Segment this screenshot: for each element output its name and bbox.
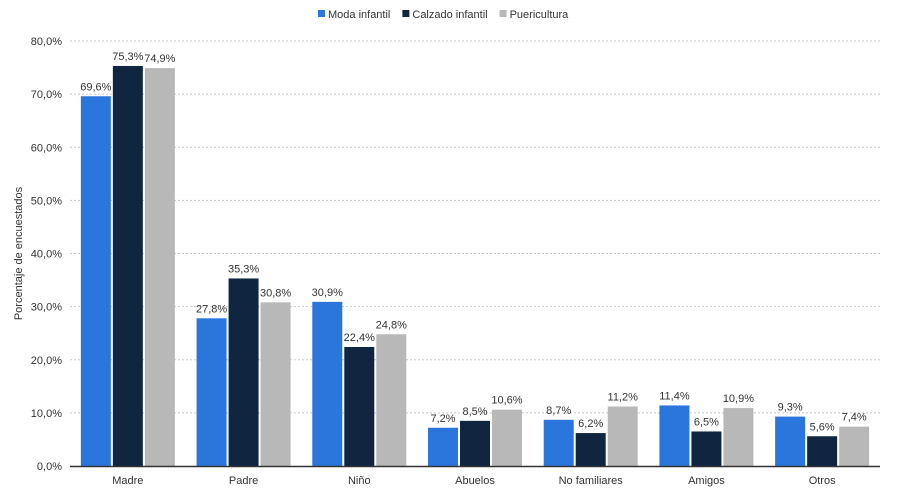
data-label: 30,8% (260, 287, 291, 299)
x-tick-label: Abuelos (455, 475, 495, 487)
data-label: 7,2% (430, 413, 455, 425)
y-tick-label: 0,0% (37, 461, 62, 473)
bar-puericultura (260, 302, 291, 466)
x-tick-label: Niño (348, 475, 371, 487)
y-axis-label: Porcentaje de encuestados (13, 186, 25, 320)
x-tick-label: Otros (809, 475, 836, 487)
bar-puericultura (607, 406, 638, 466)
bar-moda-infantil (312, 301, 343, 466)
y-tick-label: 40,0% (31, 249, 62, 261)
bar-puericultura (723, 408, 754, 466)
data-label: 10,6% (491, 395, 522, 407)
bar-calzado-infantil (691, 431, 722, 466)
bar-moda-infantil (543, 419, 574, 466)
data-label: 7,4% (842, 412, 867, 424)
bar-moda-infantil (775, 416, 806, 466)
x-tick-label: Padre (229, 475, 258, 487)
data-label: 22,4% (344, 332, 375, 344)
y-tick-label: 70,0% (31, 89, 62, 101)
bar-calzado-infantil (575, 433, 606, 466)
data-label: 24,8% (376, 319, 407, 331)
data-label: 11,4% (659, 390, 690, 402)
data-label: 8,7% (546, 405, 571, 417)
legend-label: Calzado infantil (412, 9, 487, 21)
bar-moda-infantil (80, 96, 111, 466)
data-label: 69,6% (80, 81, 111, 93)
y-tick-label: 10,0% (31, 408, 62, 420)
bar-moda-infantil (428, 427, 458, 466)
legend-swatch (318, 10, 325, 17)
bar-puericultura (144, 68, 175, 466)
data-label: 10,9% (723, 393, 754, 405)
y-tick-label: 60,0% (31, 142, 62, 154)
bar-calzado-infantil (460, 420, 490, 466)
y-tick-label: 20,0% (31, 355, 62, 367)
y-tick-label: 80,0% (31, 36, 62, 48)
legend-swatch (499, 10, 507, 17)
bar-moda-infantil (196, 318, 227, 466)
x-tick-label: No familiares (559, 475, 624, 487)
legend-label: Puericultura (510, 9, 570, 21)
bar-calzado-infantil (344, 347, 375, 466)
bar-puericultura (839, 426, 870, 466)
x-tick-label: Amigos (688, 475, 725, 487)
y-tick-label: 50,0% (31, 195, 62, 207)
data-label: 35,3% (228, 263, 259, 275)
data-label: 5,6% (810, 421, 835, 433)
legend-label: Moda infantil (328, 9, 390, 21)
bar-puericultura (376, 334, 407, 466)
data-label: 75,3% (112, 51, 143, 63)
data-label: 6,2% (578, 418, 603, 430)
data-label: 9,3% (778, 402, 803, 414)
bar-calzado-infantil (228, 278, 259, 466)
data-label: 8,5% (462, 406, 487, 418)
data-label: 27,8% (196, 303, 227, 315)
bar-calzado-infantil (807, 436, 838, 466)
bar-calzado-infantil (112, 65, 143, 466)
x-tick-label: Madre (112, 475, 143, 487)
data-label: 30,9% (312, 287, 343, 299)
bar-puericultura (492, 409, 522, 466)
data-label: 6,5% (694, 416, 719, 428)
legend-swatch (402, 10, 410, 17)
data-label: 74,9% (144, 53, 175, 65)
data-label: 11,2% (608, 392, 639, 404)
bar-moda-infantil (659, 405, 690, 466)
y-tick-label: 30,0% (31, 302, 62, 314)
